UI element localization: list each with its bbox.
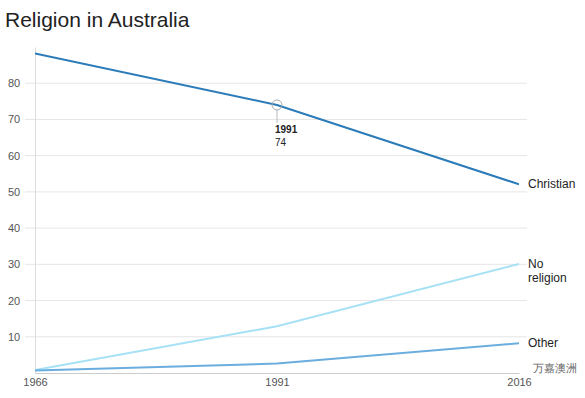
y-tick: 70 [8,113,35,125]
annotation-x: 1991 [275,124,298,135]
x-tick: 1991 [265,373,289,388]
grid-line [25,300,527,301]
y-tick: 30 [8,258,35,270]
y-tick-label: 10 [8,331,20,343]
series-label: Christian [528,177,575,191]
grid-line [25,191,527,192]
y-tick-label: 30 [8,258,20,270]
y-axis-line [35,48,36,374]
y-tick: 40 [8,222,35,234]
series-label: Other [528,336,558,350]
grid-line [25,228,527,229]
x-tick: 2016 [507,373,531,388]
x-axis-line [36,373,520,374]
y-tick: 50 [8,186,35,198]
grid-line [25,264,527,265]
y-tick: 60 [8,150,35,162]
y-tick-label: 50 [8,186,20,198]
plot: 10 20 30 40 50 60 70 80 1966 1991 2016 Christian Nor… [8,48,575,388]
lines [35,54,519,371]
grid-line [25,336,527,337]
series-label: Noreligion [528,257,567,285]
watermark: 万嘉澳洲 [533,362,577,375]
series-line [35,264,519,370]
y-tick: 80 [8,77,35,89]
y-tick-label: 80 [8,77,20,89]
y-tick-label: 20 [8,295,20,307]
grid [25,83,527,337]
y-tick-label: 70 [8,113,20,125]
y-axis: 10 20 30 40 50 60 70 80 [8,48,36,374]
chart: Religion in Australia 10 20 30 40 50 60 70 80 196… [0,0,585,398]
grid-line [25,155,527,156]
y-tick: 20 [8,295,35,307]
grid-line [25,119,527,120]
series-line [35,343,519,370]
grid-line [25,83,527,84]
series-labels: Christian Noreligion Other [528,177,575,350]
x-tick-label: 1966 [23,376,47,388]
x-tick: 1966 [23,373,47,388]
x-tick-label: 1991 [265,376,289,388]
annotation-line [277,110,278,123]
x-tick-label: 2016 [507,376,531,388]
title: Religion in Australia [5,8,190,31]
annotation-y: 74 [275,137,287,148]
y-tick: 10 [8,331,35,343]
annotation-marker [272,100,282,110]
annotation: 1991 74 [272,100,298,148]
y-tick-label: 40 [8,222,20,234]
y-tick-label: 60 [8,150,20,162]
series-line [35,54,519,185]
x-axis: 1966 1991 2016 [23,373,531,388]
